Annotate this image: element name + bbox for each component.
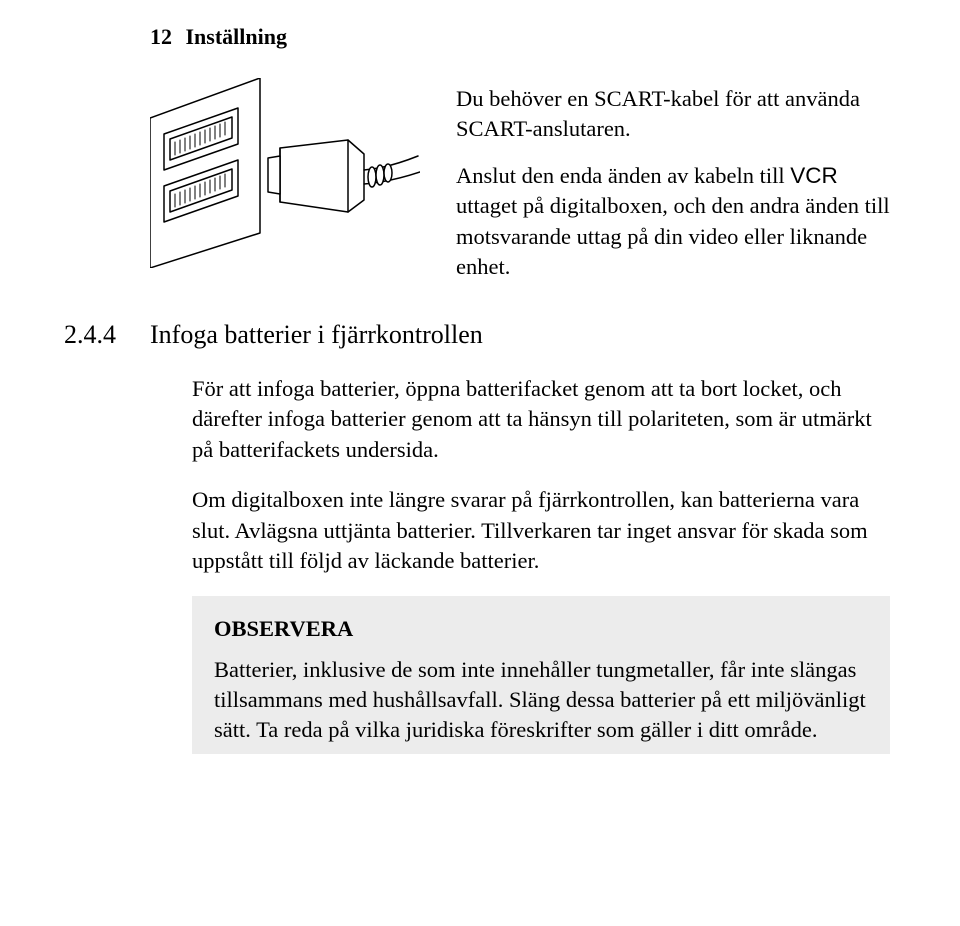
section-heading: 2.4.4 Infoga batterier i fjärrkontrollen — [150, 318, 890, 352]
intro-para-2: Anslut den enda änden av kabeln till VCR… — [456, 161, 890, 283]
illustration-block: Du behöver en SCART-kabel för att använd… — [150, 78, 890, 282]
section-para-2: Om digitalboxen inte längre svarar på fj… — [192, 485, 890, 576]
page-number: 12 — [150, 24, 172, 49]
intro-text: Du behöver en SCART-kabel för att använd… — [456, 78, 890, 282]
scart-illustration — [150, 78, 420, 268]
page: 12 Inställning — [0, 0, 960, 926]
page-header: 12 Inställning — [150, 24, 890, 50]
intro-para-1: Du behöver en SCART-kabel för att använd… — [456, 84, 890, 145]
chapter-name: Inställning — [186, 24, 288, 49]
section-title: Infoga batterier i fjärrkontrollen — [150, 320, 483, 349]
vcr-label: VCR — [790, 163, 838, 188]
section-number: 2.4.4 — [64, 318, 116, 352]
note-box: OBSERVERA Batterier, inklusive de som in… — [192, 596, 890, 754]
section-para-1: För att infoga batterier, öppna batterif… — [192, 374, 890, 465]
note-body: Batterier, inklusive de som inte innehål… — [214, 655, 868, 746]
note-title: OBSERVERA — [214, 614, 868, 644]
